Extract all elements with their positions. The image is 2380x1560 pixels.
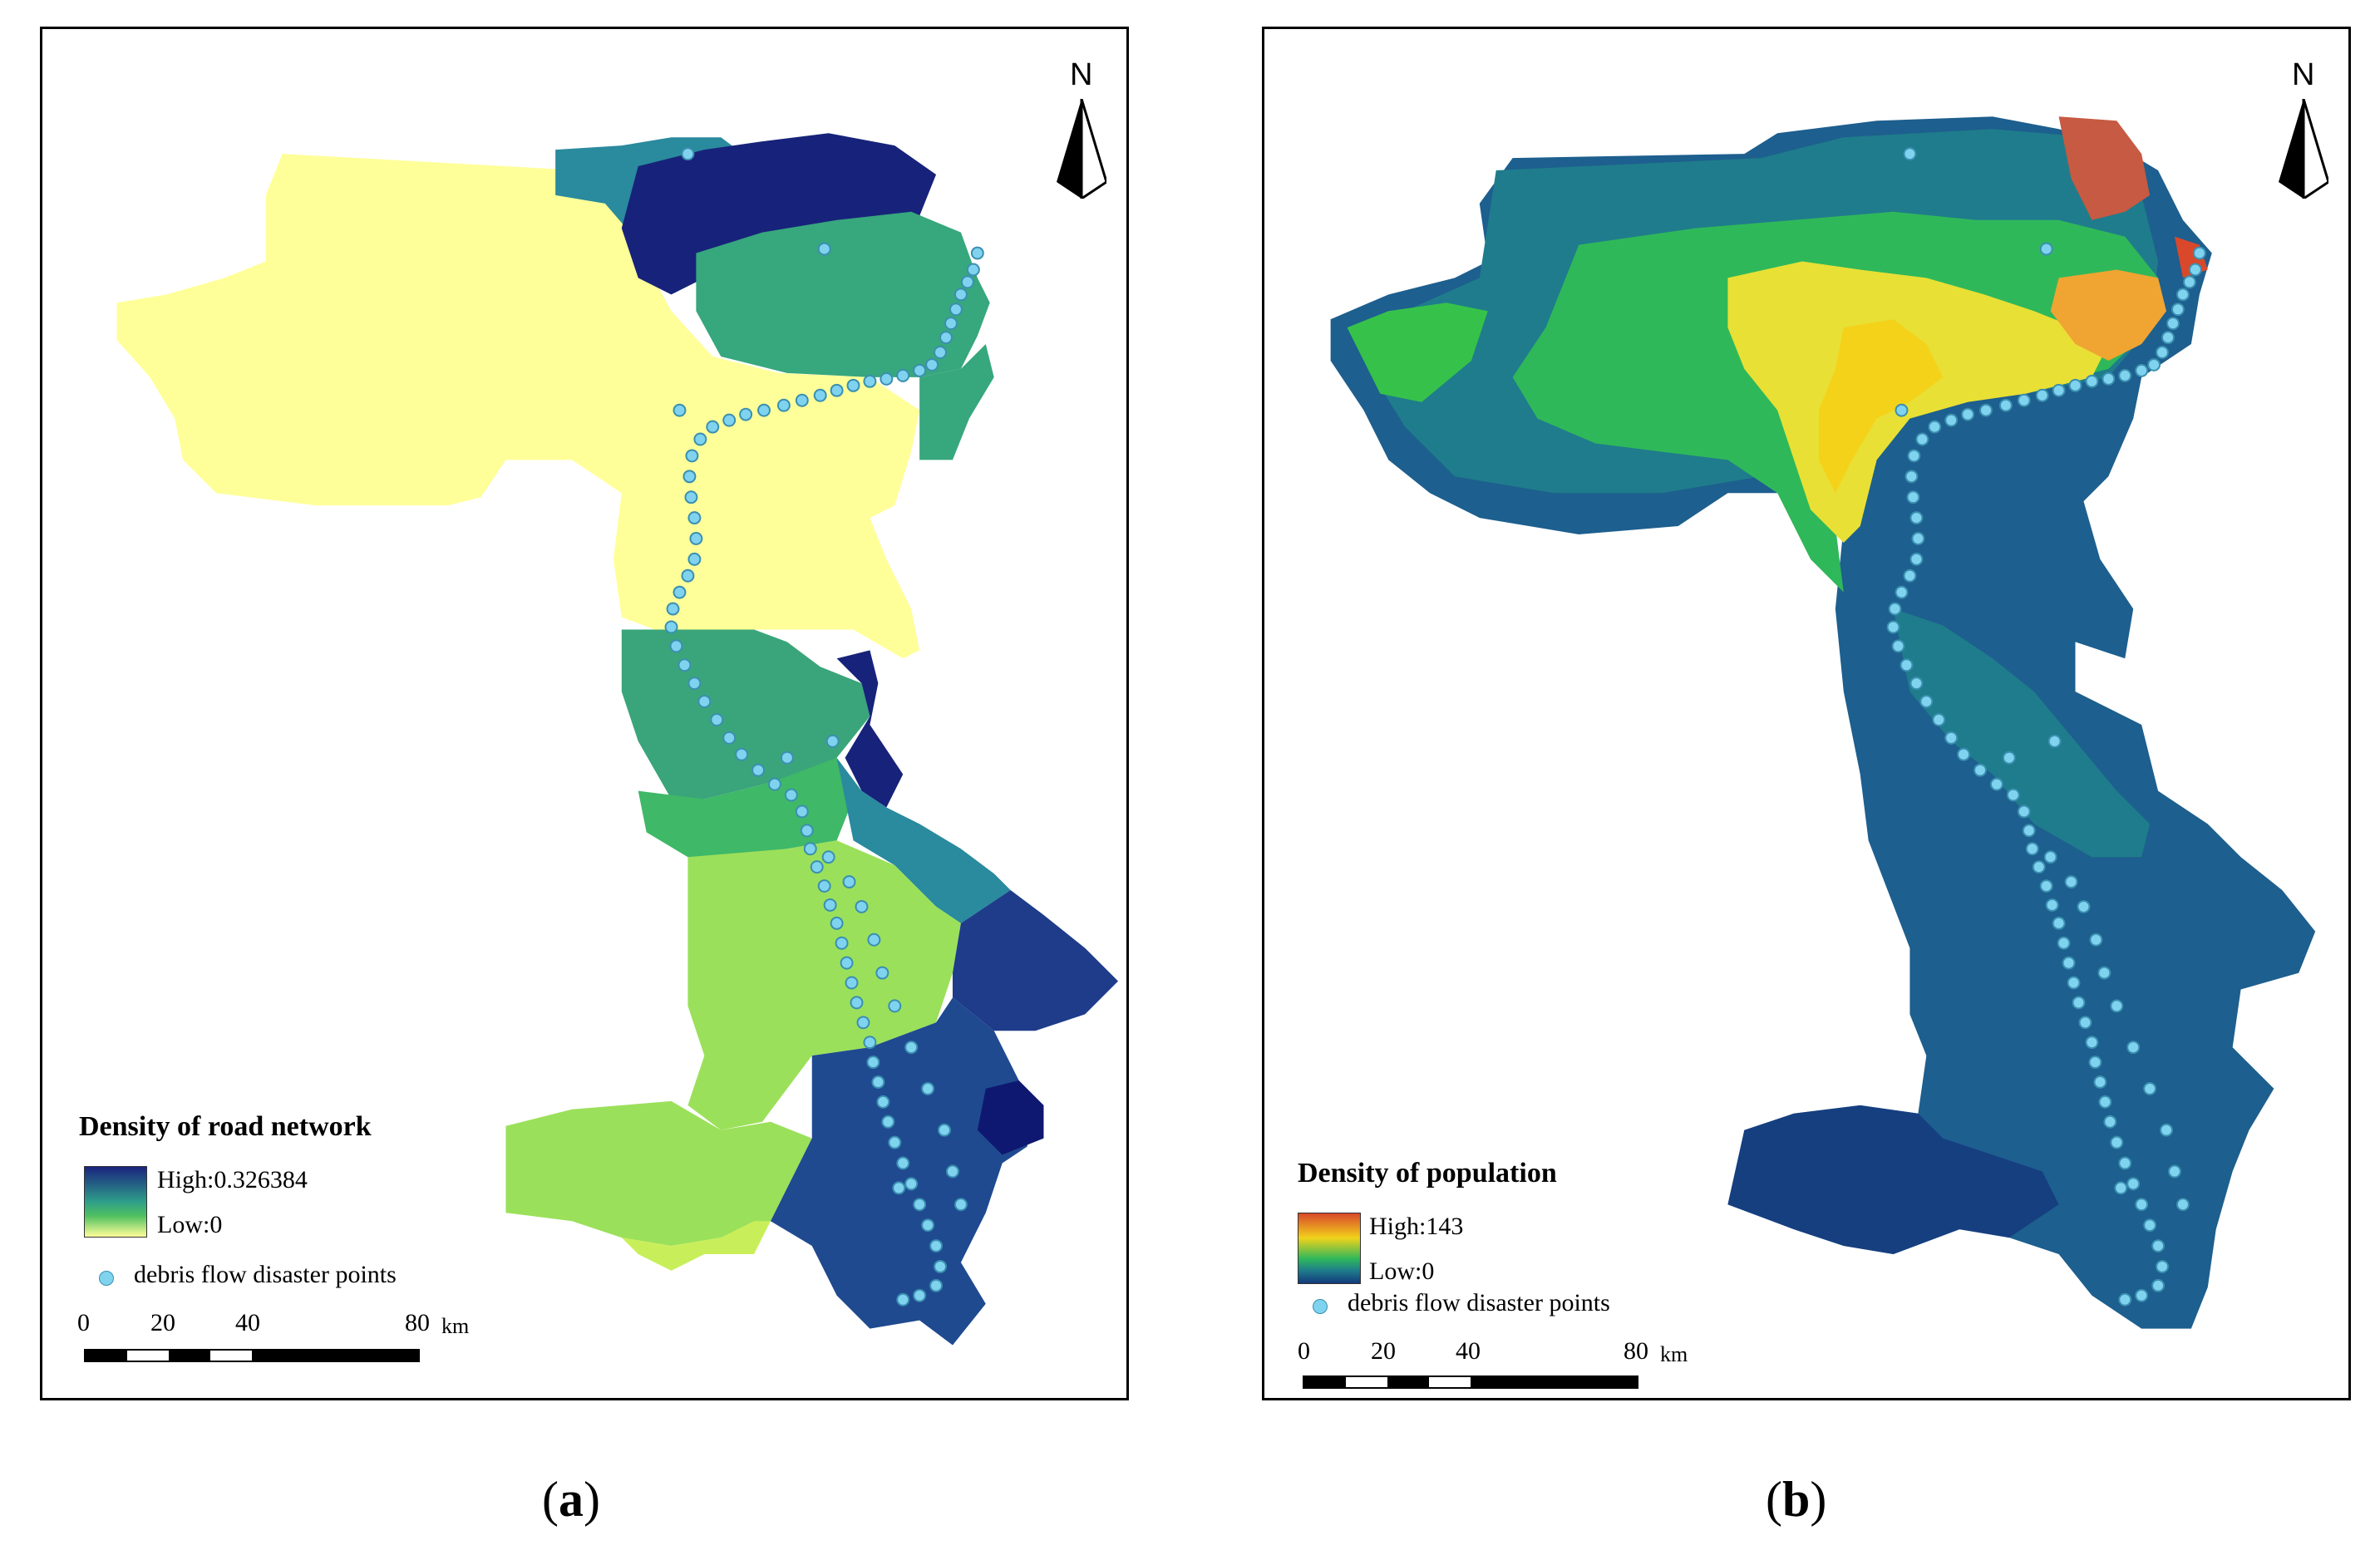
debris-flow-disaster-points: [664, 147, 984, 1307]
region-central-green: [621, 629, 870, 800]
legend-low-label: Low:0: [157, 1211, 223, 1238]
legend-points-label: debris flow disaster points: [1348, 1289, 1610, 1316]
scale-tick-40: 40: [235, 1309, 260, 1336]
region-light-green-south: [687, 840, 961, 1130]
debris-flow-disaster-points: [1886, 147, 2206, 1307]
legend-points-label: debris flow disaster points: [134, 1261, 397, 1288]
legend-title: Density of population: [1298, 1158, 1557, 1188]
region-east-teal: [836, 757, 1011, 923]
region-yellow-bright: [1818, 319, 1944, 494]
region-orange-east: [2050, 269, 2167, 361]
road-network-map: [116, 133, 1119, 1346]
scale-unit: km: [441, 1314, 470, 1338]
legend-color-ramp: [1298, 1213, 1361, 1284]
scale-tick-80: 80: [1624, 1337, 1648, 1365]
region-north-green: [696, 211, 990, 377]
scale-unit: km: [1660, 1342, 1688, 1366]
region-central-dark-strip: [836, 650, 904, 808]
region-green-west: [1347, 303, 1488, 402]
north-label: N: [2292, 57, 2315, 92]
region-south-darkest: [977, 1080, 1044, 1155]
scale-tick-80: 80: [405, 1309, 430, 1336]
scale-tick-20: 20: [150, 1309, 175, 1336]
region-central-mid-green: [638, 757, 854, 858]
scale-tick-20: 20: [1371, 1337, 1396, 1365]
scale-tick-0: 0: [77, 1309, 90, 1336]
scale-tick-40: 40: [1456, 1337, 1481, 1365]
scale-tick-0: 0: [1298, 1337, 1310, 1365]
region-low-density-west: [116, 154, 920, 659]
region-southwest-arm: [505, 1100, 812, 1247]
north-label: N: [1070, 57, 1093, 92]
legend-color-ramp: [84, 1166, 147, 1238]
legend-point-symbol: [1313, 1299, 1328, 1314]
legend-title: Density of road network: [79, 1111, 372, 1142]
region-dark-south: [1727, 1105, 2059, 1255]
region-teal-central: [1893, 608, 2151, 858]
legend-high-label: High:0.326384: [157, 1166, 308, 1193]
region-southwest-arm-light: [621, 1221, 771, 1271]
legend-low-label: Low:0: [1369, 1257, 1435, 1285]
region-east-green: [919, 344, 994, 460]
region-red-northeast: [2058, 116, 2151, 220]
north-arrow-icon: [2279, 99, 2328, 199]
caption-b: (b): [1766, 1472, 1827, 1527]
region-yellow-core: [1727, 261, 2109, 543]
region-south-dark-east: [952, 890, 1119, 1031]
population-map: [1330, 116, 2316, 1329]
north-arrow-icon: [1057, 99, 1106, 199]
caption-a: (a): [542, 1472, 600, 1527]
map-panel-population: N Density of population High:143 Low:0 d…: [1262, 27, 2351, 1400]
scale-bar: [84, 1349, 420, 1362]
scale-bar: [1303, 1375, 1638, 1389]
legend-point-symbol: [99, 1271, 114, 1286]
region-south-blue: [770, 997, 1036, 1346]
map-panel-road-network: N Density of road network High:0.326384 …: [40, 27, 1129, 1400]
legend-high-label: High:143: [1369, 1213, 1464, 1240]
